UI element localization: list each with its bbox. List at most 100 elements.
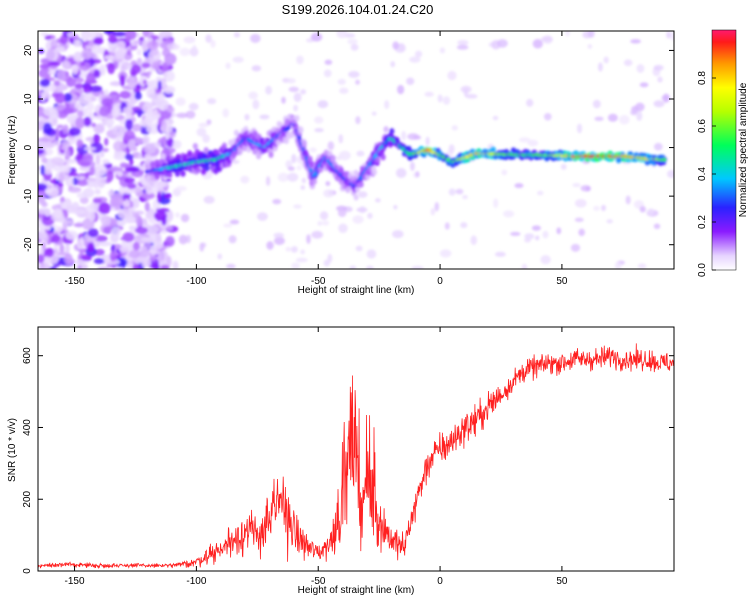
ridge-blob — [307, 155, 313, 163]
noise-blob — [50, 109, 59, 121]
noise-blob — [62, 124, 69, 134]
noise-blob — [131, 64, 142, 74]
noise-blob — [285, 246, 292, 252]
noise-blob — [457, 39, 469, 46]
noise-blob — [430, 208, 436, 216]
noise-blob — [45, 248, 54, 258]
noise-blob — [576, 123, 583, 134]
noise-blob — [244, 113, 250, 121]
noise-blob — [38, 228, 47, 241]
noise-blob — [196, 127, 207, 137]
ridge-blob — [358, 181, 364, 188]
noise-blob — [524, 233, 535, 240]
noise-blob — [162, 135, 167, 148]
noise-blob — [165, 131, 170, 140]
noise-blob — [110, 244, 116, 254]
noise-blob — [161, 119, 167, 132]
colorbar-tick-label: 0.8 — [697, 71, 708, 85]
noise-blob — [456, 44, 469, 50]
noise-blob — [55, 225, 64, 233]
noise-blob — [104, 55, 114, 60]
noise-blob — [124, 199, 130, 207]
noise-blob — [83, 83, 93, 94]
noise-blob — [666, 31, 671, 39]
noise-blob — [80, 61, 86, 67]
noise-blob — [64, 158, 78, 164]
noise-blob — [252, 99, 260, 110]
noise-blob — [132, 263, 141, 269]
noise-blob — [155, 232, 162, 244]
bottom-x-axis-label: Height of straight line (km) — [298, 585, 415, 596]
noise-blob — [148, 217, 158, 224]
noise-blob — [76, 110, 84, 118]
noise-blob — [127, 139, 136, 152]
noise-blob — [587, 44, 593, 49]
ridge-blob — [192, 142, 198, 150]
noise-blob — [411, 265, 424, 269]
noise-blob — [62, 60, 71, 70]
noise-blob — [82, 187, 95, 198]
noise-blob — [94, 248, 105, 256]
ridge-blob — [228, 139, 234, 146]
top-y-tick-label: -10 — [23, 188, 34, 203]
noise-blob — [78, 94, 92, 106]
noise-blob — [636, 64, 645, 73]
noise-blob — [79, 162, 92, 168]
noise-blob — [311, 230, 324, 239]
noise-blob — [536, 190, 544, 196]
noise-blob — [335, 156, 343, 161]
noise-blob — [607, 113, 618, 122]
noise-blob — [76, 139, 84, 148]
noise-blob — [524, 237, 531, 243]
noise-blob — [460, 222, 468, 229]
noise-blob — [470, 235, 478, 246]
noise-blob — [510, 231, 521, 236]
noise-blob — [163, 85, 176, 94]
snr-plot: -150 -100 -50 0 50 0 200 400 600 Height of stra… — [7, 326, 675, 596]
noise-blob — [64, 253, 73, 266]
noise-blob — [143, 143, 157, 154]
noise-blob — [166, 106, 175, 113]
top-y-ticks: -20 -10 0 10 20 — [23, 44, 674, 252]
noise-blob — [625, 195, 631, 205]
noise-blob — [67, 186, 82, 193]
noise-blob — [110, 226, 121, 238]
noise-blob — [570, 243, 581, 252]
ridge-blob — [311, 178, 318, 185]
noise-blob — [447, 70, 457, 81]
noise-blob — [614, 261, 622, 269]
top-y-axis-label: Frequency (Hz) — [7, 116, 18, 185]
noise-blob — [207, 98, 217, 105]
ridge-blob — [204, 164, 210, 172]
noise-blob — [287, 172, 299, 182]
noise-blob — [233, 32, 241, 38]
bottom-y-axis-label: SNR (10 * v/v) — [7, 418, 18, 482]
noise-blob — [148, 207, 155, 215]
noise-blob — [158, 250, 169, 263]
noise-blob — [217, 253, 223, 260]
noise-blob — [38, 68, 52, 79]
ridge-core — [296, 135, 302, 140]
noise-blob — [117, 208, 131, 220]
noise-blob — [47, 83, 57, 92]
noise-blob — [65, 243, 70, 255]
noise-blob — [73, 52, 81, 62]
noise-blob — [144, 113, 156, 124]
noise-blob — [448, 188, 456, 196]
noise-blob — [401, 130, 407, 141]
ridge-blob — [203, 147, 209, 154]
noise-blob — [107, 62, 116, 75]
noise-blob — [126, 183, 137, 190]
noise-blob — [74, 83, 84, 90]
noise-blob — [157, 99, 169, 111]
noise-blob — [102, 147, 109, 153]
noise-blob — [66, 77, 77, 88]
noise-blob — [146, 88, 156, 94]
noise-blob — [89, 85, 103, 93]
noise-blob — [147, 40, 159, 50]
noise-blob — [86, 102, 95, 112]
noise-blob — [296, 55, 304, 65]
noise-blob — [172, 140, 182, 149]
noise-blob — [125, 118, 133, 131]
